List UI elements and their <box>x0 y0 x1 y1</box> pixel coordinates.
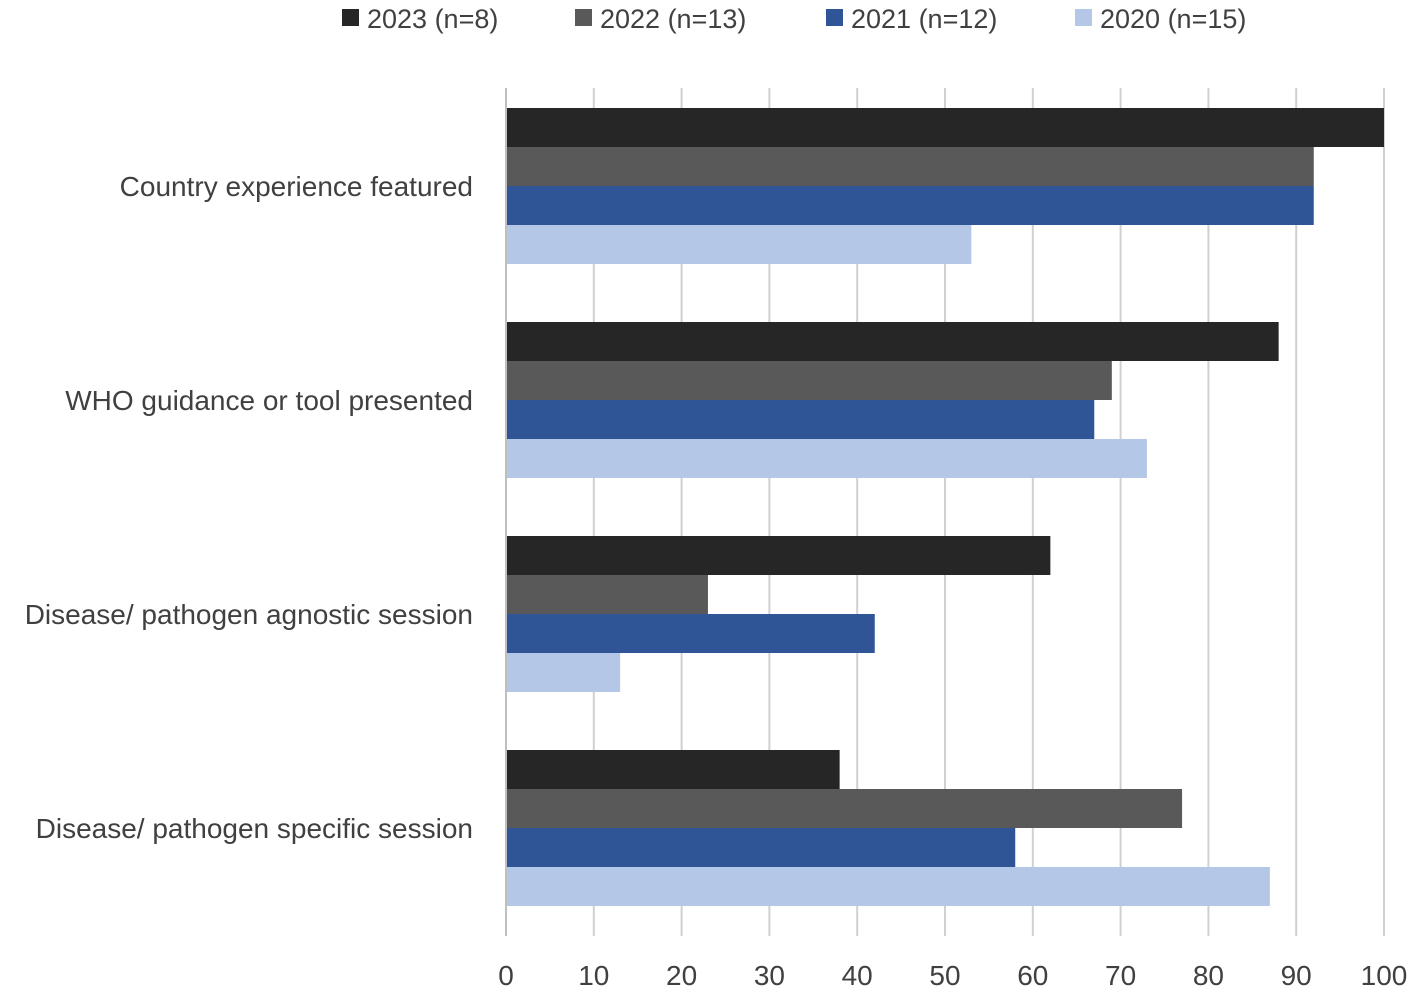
x-tick-label: 80 <box>1193 960 1224 991</box>
bar-2021-2 <box>506 400 1095 439</box>
legend-swatch-2023 <box>342 9 359 26</box>
bar-layer <box>506 108 1384 906</box>
category-label: Disease/ pathogen agnostic session <box>25 599 473 630</box>
bar-2022-3 <box>506 575 708 614</box>
x-tick-label: 60 <box>1017 960 1048 991</box>
legend-swatch-2022 <box>575 9 592 26</box>
tick-label-layer: 0 10 20 30 40 50 60 70 80 90 100 <box>498 960 1407 991</box>
category-label: WHO guidance or tool presented <box>65 385 473 416</box>
bar-2020-1 <box>506 225 972 264</box>
bar-2023-2 <box>506 322 1279 361</box>
category-label-layer: Country experience featured WHO guidance … <box>25 171 473 844</box>
category-label: Country experience featured <box>120 171 473 202</box>
x-tick-label: 100 <box>1361 960 1408 991</box>
x-tick-label: 10 <box>578 960 609 991</box>
bar-2022-2 <box>506 361 1112 400</box>
legend-label: 2023 (n=8) <box>367 4 498 34</box>
x-tick-label: 30 <box>754 960 785 991</box>
bar-2020-4 <box>506 867 1270 906</box>
bar-2020-3 <box>506 653 621 692</box>
bar-2023-4 <box>506 750 840 789</box>
bar-2023-1 <box>506 108 1384 147</box>
x-tick-label: 0 <box>498 960 514 991</box>
x-tick-label: 90 <box>1281 960 1312 991</box>
bar-2022-1 <box>506 147 1314 186</box>
x-tick-label: 70 <box>1105 960 1136 991</box>
legend-swatch-2021 <box>826 9 843 26</box>
bar-2021-1 <box>506 186 1314 225</box>
x-tick-label: 50 <box>929 960 960 991</box>
bar-2020-2 <box>506 439 1147 478</box>
x-tick-label: 40 <box>842 960 873 991</box>
legend-label: 2020 (n=15) <box>1100 4 1246 34</box>
bar-2021-4 <box>506 828 1016 867</box>
bar-2021-3 <box>506 614 875 653</box>
bar-2022-4 <box>506 789 1183 828</box>
bar-2023-3 <box>506 536 1051 575</box>
legend-label: 2021 (n=12) <box>851 4 997 34</box>
legend-label: 2022 (n=13) <box>600 4 746 34</box>
legend-swatch-2020 <box>1075 9 1092 26</box>
legend: 2023 (n=8) 2022 (n=13) 2021 (n=12) 2020 (n=… <box>342 4 1246 34</box>
x-tick-label: 20 <box>666 960 697 991</box>
category-label: Disease/ pathogen specific session <box>36 813 473 844</box>
